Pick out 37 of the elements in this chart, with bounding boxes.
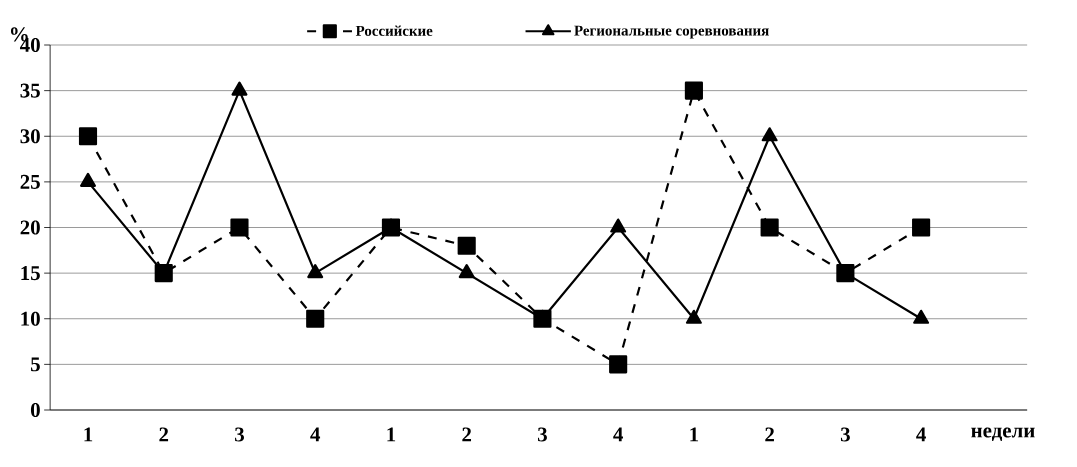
- x-tick-label: 2: [159, 427, 169, 442]
- y-tick-label: 20: [20, 220, 40, 235]
- point: [458, 264, 475, 279]
- point: [761, 127, 778, 142]
- y-tick-label: 25: [20, 174, 40, 189]
- y-tick-label: 10: [21, 311, 40, 326]
- x-axis-title: недели: [971, 427, 1035, 441]
- point: [306, 309, 325, 328]
- x-tick-label: 2: [462, 427, 472, 442]
- point: [610, 218, 627, 233]
- x-tick-label: 4: [613, 427, 624, 442]
- legend-label: Региональные соревнования: [574, 25, 769, 39]
- x-tick-label: 4: [310, 427, 321, 442]
- point: [684, 81, 703, 100]
- x-tick-label: 1: [84, 427, 93, 442]
- point: [609, 355, 628, 374]
- point: [230, 218, 249, 237]
- x-tick-label: 3: [840, 427, 850, 442]
- point: [78, 127, 98, 146]
- x-tick-label: 1: [387, 427, 396, 442]
- y-tick-label: 15: [21, 266, 40, 281]
- point: [231, 81, 248, 96]
- point: [912, 218, 931, 237]
- x-tick-label: 3: [537, 427, 547, 442]
- legend-label: Российские: [355, 25, 433, 36]
- point: [80, 172, 96, 187]
- x-tick-label: 4: [916, 427, 926, 442]
- point: [307, 264, 324, 279]
- y-tick-label: 0: [30, 402, 40, 418]
- y-tick-label: 5: [31, 357, 40, 372]
- x-tick-label: 3: [235, 427, 244, 442]
- y-tick-label: 30: [20, 129, 40, 144]
- point: [457, 236, 476, 255]
- y-tick-label: 35: [20, 83, 40, 98]
- point: [760, 218, 779, 237]
- x-tick-label: 1: [690, 427, 699, 442]
- x-tick-label: 2: [765, 427, 774, 442]
